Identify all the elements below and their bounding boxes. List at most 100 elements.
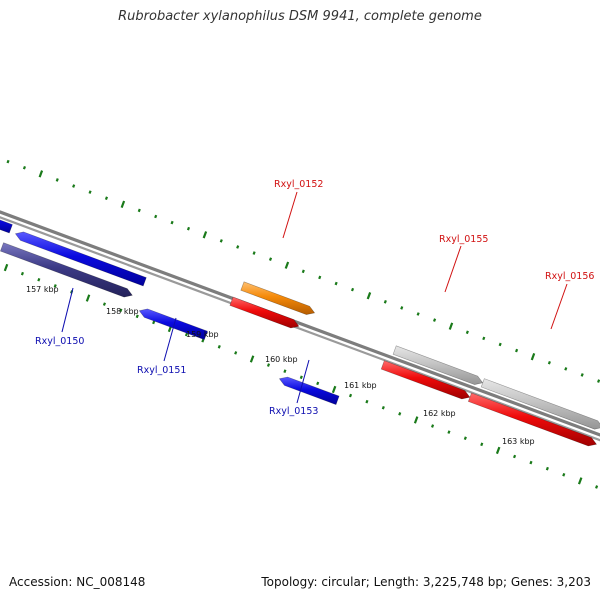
gene-arrow-grey[interactable] [480,378,600,430]
tick-mark [88,190,92,194]
tick-mark [577,477,583,485]
tick-mark [495,446,501,455]
tick-mark [202,231,208,239]
gene-arrow-blue[interactable] [14,231,147,287]
tick-mark [252,251,256,255]
tick-mark [38,170,44,178]
tick-mark [135,314,139,319]
tick-mark [249,355,255,363]
leader-line [282,191,298,239]
topology-text: Topology: circular [261,575,366,589]
leader-line [296,359,310,404]
tick-mark [381,405,385,410]
scale-labels: 157 kbp 158 kbp 159 kbp 160 kbp 161 kbp 162 k… [26,285,535,446]
tick-mark [547,360,551,365]
genome-summary: Topology: circularLength: 3,225,748 bpGe… [261,575,591,589]
tick-mark [20,271,24,276]
tick-mark [217,345,221,349]
backbone-line-outer [0,210,600,437]
scale-label: 161 kbp [344,381,377,390]
tick-mark [530,353,536,361]
tick-mark [6,159,10,164]
tick-mark [301,269,305,274]
tick-mark [55,178,59,182]
leader-line [163,317,177,362]
tick-mark [463,436,467,441]
scale-label: 163 kbp [502,437,535,446]
tick-mark [53,284,57,288]
tick-mark [513,454,517,459]
gene-arrow-orange[interactable] [240,281,316,315]
tick-mark [119,308,123,313]
scale-label: 159 kbp [186,330,219,339]
tick-mark [480,442,484,447]
map-title: Rubrobacter xylanophilus DSM 9941, compl… [118,9,482,24]
scale-label: 162 kbp [423,409,456,418]
tick-mark [120,200,126,208]
gene-label[interactable]: Rxyl_0155 [439,234,488,245]
gene-label[interactable]: Rxyl_0156 [545,271,594,282]
tick-mark [448,322,454,330]
tick-mark [529,460,533,465]
tick-mark [413,416,419,424]
tick-mark [515,348,519,353]
gene-arrow-blue[interactable] [0,211,13,234]
tick-mark [430,424,435,428]
gene-arrow-grey[interactable] [392,345,484,385]
tick-mark [365,399,369,404]
tick-mark [383,300,387,304]
tick-mark [186,226,191,231]
genes-count-text: Genes: 3,203 [503,575,591,589]
tick-mark [498,342,502,347]
gene-label[interactable]: Rxyl_0152 [274,179,323,190]
tick-mark [465,330,469,335]
gene-arrow-blue[interactable] [278,376,340,405]
tick-mark [299,375,303,380]
tick-mark [137,208,141,213]
tick-mark [170,220,174,225]
tick-mark [482,336,486,341]
tick-row-inner [3,263,599,489]
scale-label: 160 kbp [265,355,298,364]
tick-mark [400,306,404,310]
scale-label: 157 kbp [26,285,59,294]
gene-label[interactable]: Rxyl_0151 [137,365,186,376]
tick-mark [580,373,584,377]
tick-mark [318,275,322,280]
leader-line [550,283,568,330]
tick-mark [334,281,338,286]
gene-arrow-red[interactable] [467,392,598,447]
tick-mark [266,363,271,367]
tick-row-outer [6,159,600,383]
tick-mark [236,245,240,249]
tick-mark [562,472,566,477]
gene-arrow-blue[interactable] [138,308,208,340]
scale-label: 158 kbp [106,307,139,316]
tick-mark [595,485,599,489]
gene-arrow-red[interactable] [229,296,300,329]
tick-mark [104,196,109,201]
tick-mark [22,165,26,170]
tick-mark [268,257,273,261]
tick-mark [102,302,107,306]
tick-mark [284,261,290,269]
tick-mark [3,263,9,272]
leader-line [444,245,462,293]
gene-arrow-darkblue[interactable] [0,242,133,298]
tick-mark [366,292,372,300]
gene-label[interactable]: Rxyl_0150 [35,336,84,347]
gene-arrow-red[interactable] [380,360,471,400]
gene-track [0,211,600,447]
tick-mark [350,287,355,292]
tick-mark [37,277,41,282]
length-text: Length: 3,225,748 bp [366,575,503,589]
gene-label[interactable]: Rxyl_0153 [269,406,318,417]
backbone-line-inner [0,216,600,442]
tick-mark [283,369,287,373]
tick-mark [85,294,91,302]
tick-mark [416,312,420,316]
gene-labels: Rxyl_0150 Rxyl_0151 Rxyl_0152 Rxyl_0153 Rxyl… [35,179,594,417]
tick-mark [154,214,158,219]
tick-mark [348,393,353,398]
